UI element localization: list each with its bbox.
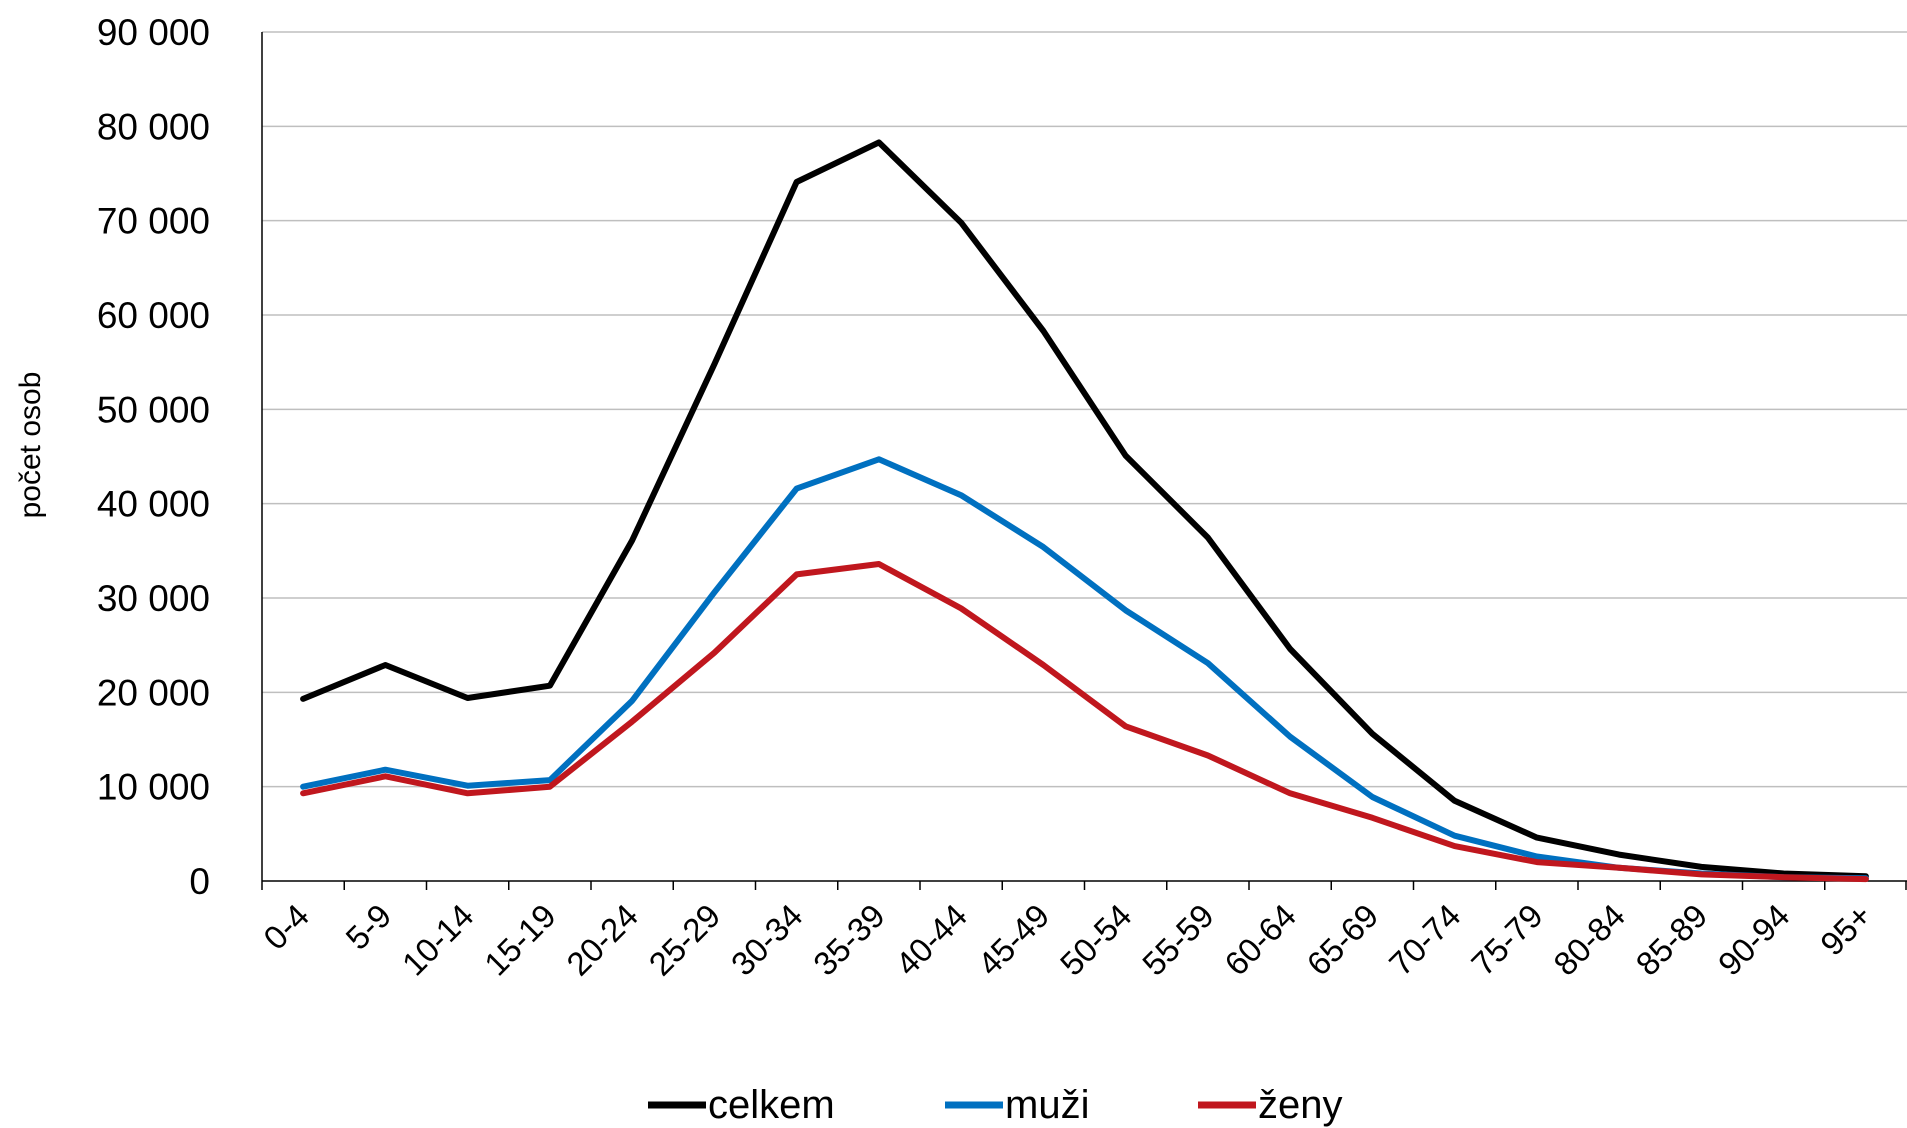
y-tick-label: 80 000 <box>97 106 210 147</box>
x-tick-label: 15-19 <box>477 897 563 983</box>
y-tick-label: 10 000 <box>97 767 210 808</box>
y-tick-label: 70 000 <box>97 201 210 242</box>
x-tick-label: 65-69 <box>1299 897 1385 983</box>
x-tick-label: 5-9 <box>338 897 398 957</box>
y-tick-label: 50 000 <box>97 389 210 430</box>
y-tick-label: 40 000 <box>97 484 210 525</box>
x-tick-label: 30-34 <box>724 897 810 983</box>
x-tick-label: 25-29 <box>641 897 727 983</box>
x-tick-label: 50-54 <box>1053 897 1139 983</box>
legend-label: celkem <box>708 1083 835 1127</box>
gridlines <box>262 31 1907 788</box>
y-axis-label: počet osob <box>14 372 47 519</box>
series-line-muži <box>300 456 1869 882</box>
x-tick-label: 75-79 <box>1464 897 1550 983</box>
x-tick-label: 95+ <box>1813 897 1879 963</box>
x-tick-label: 10-14 <box>395 897 481 983</box>
legend-label: ženy <box>1258 1083 1343 1127</box>
legend: celkem muži ženy <box>648 1083 1343 1127</box>
y-tick-label: 60 000 <box>97 295 210 336</box>
y-axis-tick-labels: 0 10 000 20 000 30 000 40 000 50 000 60 000 70 … <box>97 12 210 902</box>
x-tick-label: 70-74 <box>1382 897 1468 983</box>
y-tick-label: 90 000 <box>97 12 210 53</box>
legend-label: muži <box>1005 1083 1089 1127</box>
axes <box>261 32 1907 890</box>
y-tick-label: 30 000 <box>97 578 210 619</box>
x-tick-label: 60-64 <box>1217 897 1303 983</box>
x-tick-label: 90-94 <box>1711 897 1797 983</box>
series-line-celkem <box>300 139 1869 880</box>
series-lines <box>300 139 1869 883</box>
x-axis-tick-labels: 0-4 5-910-1415-1920-2425-2930-3435-3940-4… <box>256 897 1879 983</box>
x-tick-label: 45-49 <box>970 897 1056 983</box>
x-tick-label: 40-44 <box>888 897 974 983</box>
y-tick-label: 0 <box>189 861 210 902</box>
series-line-ženy <box>300 561 1869 883</box>
x-tick-label: 20-24 <box>559 897 645 983</box>
x-tick-label: 80-84 <box>1546 897 1632 983</box>
y-tick-label: 20 000 <box>97 672 210 713</box>
x-tick-label: 85-89 <box>1628 897 1714 983</box>
x-tick-label: 55-59 <box>1135 897 1221 983</box>
x-tick-label: 35-39 <box>806 897 892 983</box>
x-tick-label: 0-4 <box>256 897 316 957</box>
